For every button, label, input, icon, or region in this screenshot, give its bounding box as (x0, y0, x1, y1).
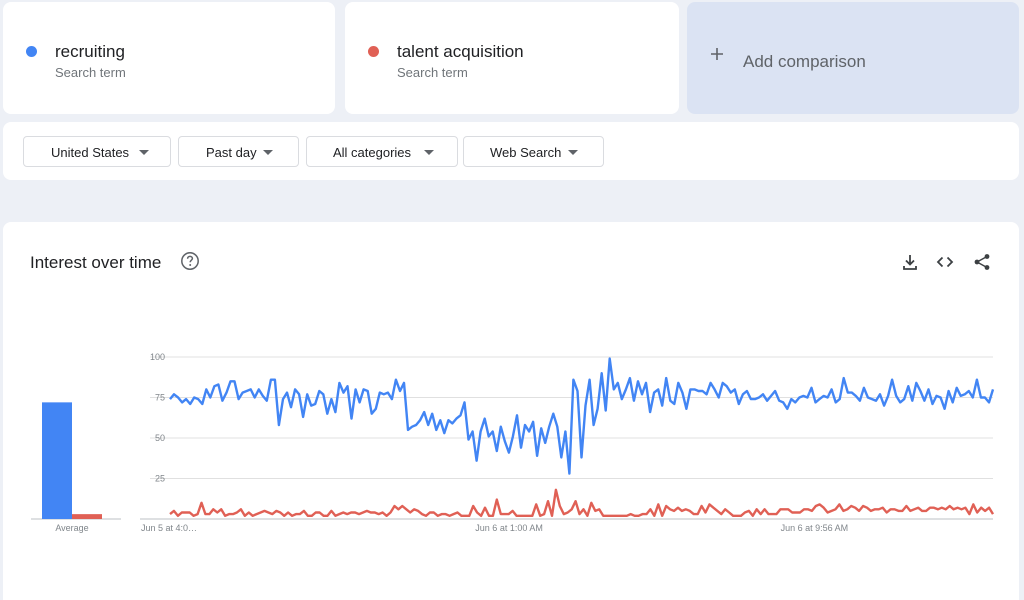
search-property-dropdown-label: Web Search (490, 145, 562, 160)
region-dropdown-label: United States (51, 145, 130, 160)
add-comparison-button[interactable]: Add comparison (687, 2, 1019, 114)
search-property-dropdown[interactable]: Web Search (463, 136, 604, 167)
search-term-card-talent-acquisition[interactable]: talent acquisition Search term (345, 2, 679, 114)
plus-icon (711, 48, 723, 60)
add-comparison-label: Add comparison (743, 52, 866, 71)
x-tick-label: Jun 5 at 4:0… (141, 523, 197, 533)
x-tick-label: Jun 6 at 1:00 AM (475, 523, 543, 533)
search-term-name[interactable]: talent acquisition (397, 42, 524, 61)
search-term-name[interactable]: recruiting (55, 42, 125, 61)
y-tick-label: 100 (150, 352, 165, 362)
panel-title: Interest over time (30, 253, 162, 272)
download-icon[interactable] (900, 252, 920, 272)
search-term-subtitle: Search term (55, 65, 126, 80)
category-dropdown-label: All categories (333, 145, 412, 160)
y-tick-label: 75 (155, 393, 165, 403)
share-icon[interactable] (972, 252, 992, 272)
help-circle-icon[interactable] (180, 251, 200, 271)
y-tick-label: 25 (155, 474, 165, 484)
y-tick-label: 50 (155, 433, 165, 443)
x-tick-label: Jun 6 at 9:56 AM (781, 523, 849, 533)
interest-over-time-chart[interactable]: 25 50 75 100 Average Jun 5 at 4:0… Jun 6 at 1:… (3, 222, 1019, 600)
average-bar[interactable] (42, 402, 72, 519)
embed-code-icon[interactable] (935, 252, 955, 272)
average-label: Average (55, 523, 88, 533)
region-dropdown[interactable]: United States (23, 136, 171, 167)
caret-down-icon (568, 150, 578, 155)
category-dropdown[interactable]: All categories (306, 136, 458, 167)
series-color-dot (368, 46, 379, 57)
average-bar[interactable] (72, 514, 102, 519)
interest-over-time-panel: Interest over time 25 50 75 100 Average Jun 5… (3, 222, 1019, 600)
series-color-dot (26, 46, 37, 57)
series-line[interactable] (169, 357, 995, 475)
caret-down-icon (424, 150, 434, 155)
time-range-dropdown[interactable]: Past day (178, 136, 299, 167)
time-range-dropdown-label: Past day (206, 145, 257, 160)
caret-down-icon (263, 150, 273, 155)
caret-down-icon (139, 150, 149, 155)
search-term-subtitle: Search term (397, 65, 468, 80)
series-line[interactable] (169, 488, 995, 517)
filter-bar: United States Past day All categories We… (3, 122, 1019, 180)
search-term-card-recruiting[interactable]: recruiting Search term (3, 2, 335, 114)
